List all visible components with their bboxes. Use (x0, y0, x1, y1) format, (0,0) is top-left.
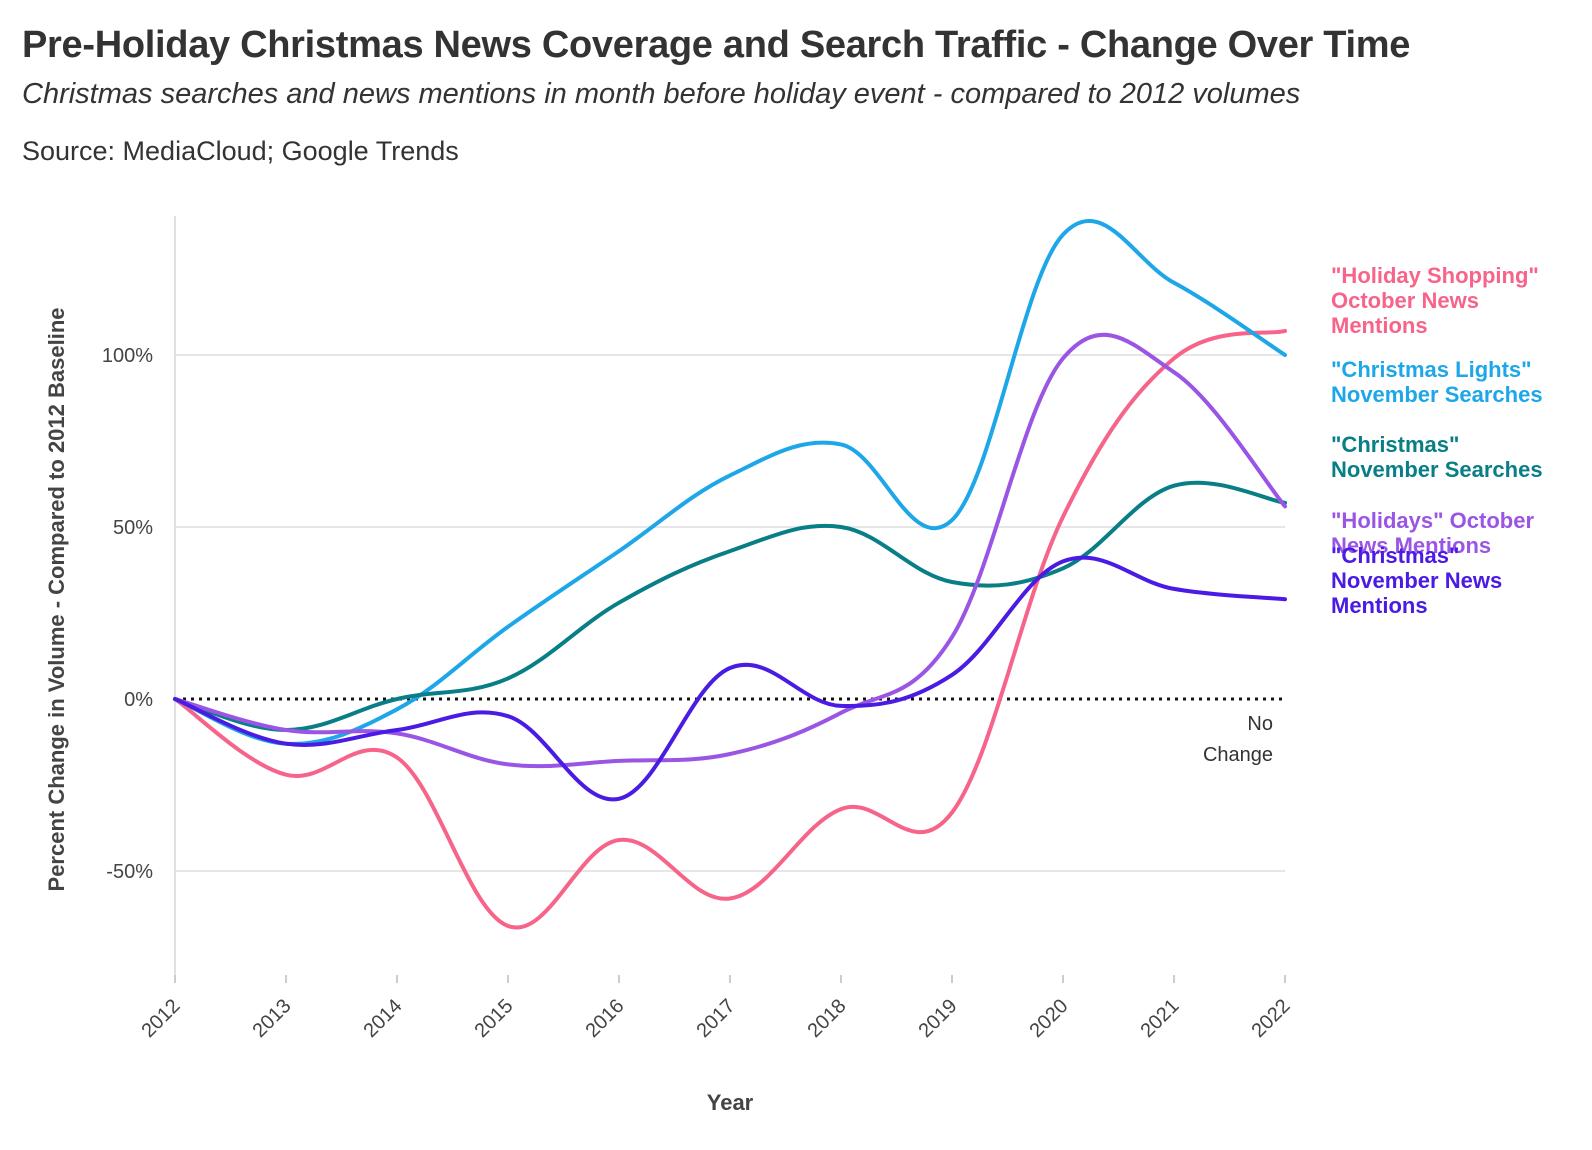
series-label-christmas-lights: "Christmas Lights" (1331, 357, 1532, 382)
y-axis-title: Percent Change in Volume - Compared to 2… (44, 308, 69, 892)
series-label-christmas-lights: November Searches (1331, 382, 1543, 407)
axes: -50% 0% 50% 100% 2012 2013 2014 2015 2016 2017 201… (44, 216, 1295, 1115)
y-tick-label: 0% (124, 689, 153, 711)
x-tick-label: 2019 (915, 995, 962, 1042)
series-lines (173, 219, 1287, 930)
series-line-christmas-searches (173, 480, 1287, 732)
no-change-label: No (1247, 713, 1273, 735)
series-label-christmas-mentions: November News (1331, 568, 1502, 593)
x-tick-label: 2022 (1248, 995, 1295, 1042)
series-line-christmas-lights (173, 219, 1287, 746)
series-label-christmas-searches: "Christmas" (1331, 432, 1459, 457)
no-change-label: Change (1203, 744, 1273, 766)
series-label-holiday-shopping: October News (1331, 288, 1479, 313)
x-tick-label: 2021 (1137, 995, 1184, 1042)
x-tick-label: 2016 (582, 995, 629, 1042)
x-tick-label: 2018 (804, 995, 851, 1042)
series-label-christmas-searches: November Searches (1331, 457, 1543, 482)
y-tick-label: -50% (106, 861, 153, 883)
gridlines (175, 354, 1285, 872)
series-labels: "Holiday Shopping"October NewsMentions"C… (1331, 263, 1543, 618)
series-label-christmas-mentions: Mentions (1331, 593, 1428, 618)
chart-title: Pre-Holiday Christmas News Coverage and … (22, 24, 1411, 66)
series-label-holiday-shopping: "Holiday Shopping" (1331, 263, 1539, 288)
chart-source: Source: MediaCloud; Google Trends (22, 136, 459, 166)
series-line-holiday-shopping (173, 328, 1287, 930)
chart-subtitle: Christmas searches and news mentions in … (22, 78, 1301, 110)
series-line-christmas-mentions (173, 555, 1287, 802)
x-tick-label: 2020 (1026, 995, 1073, 1042)
x-tick-label: 2013 (249, 995, 296, 1042)
x-axis-title: Year (707, 1090, 754, 1115)
series-label-holidays-mentions: News Mentions (1331, 533, 1491, 558)
x-tick-label: 2015 (471, 995, 518, 1042)
series-label-christmas-mentions: "Christmas" (1331, 543, 1459, 568)
series-label-holiday-shopping: Mentions (1331, 313, 1428, 338)
x-tick-label: 2012 (138, 995, 185, 1042)
series-label-holidays-mentions: "Holidays" October (1331, 508, 1534, 533)
x-tick-label: 2014 (360, 995, 407, 1042)
x-tick-label: 2017 (693, 995, 740, 1042)
y-tick-label: 100% (102, 345, 153, 367)
y-tick-label: 50% (113, 517, 153, 539)
